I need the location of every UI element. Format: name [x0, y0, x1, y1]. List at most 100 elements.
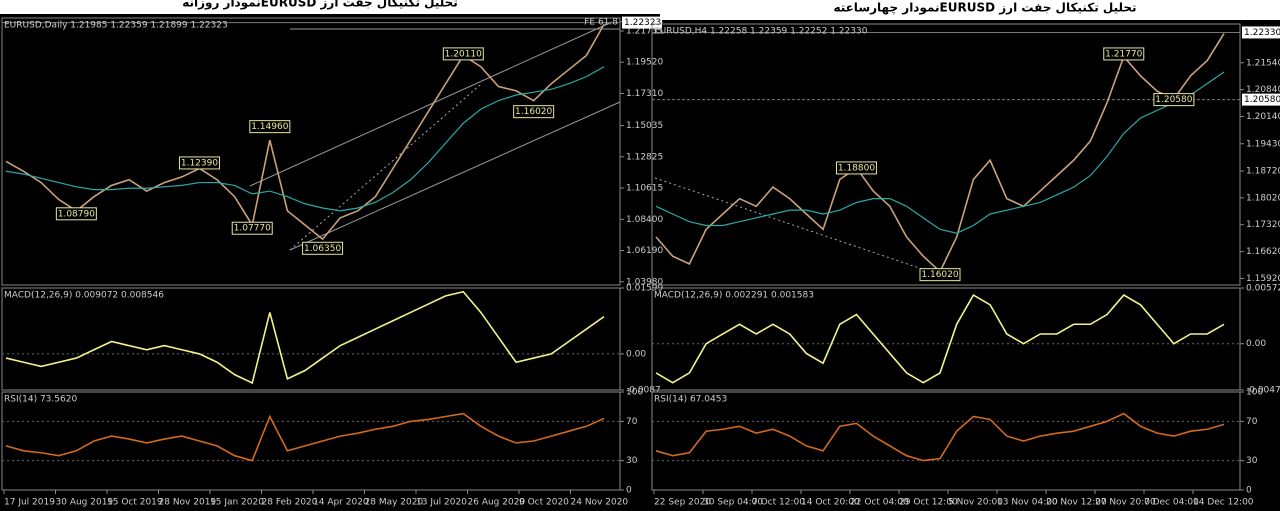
- annotation-box: [1103, 47, 1145, 61]
- annotation-box: [55, 207, 97, 221]
- x-tick-label: 14 Oct 20:00: [801, 498, 860, 508]
- y-tick-label: 1.03980: [626, 277, 663, 287]
- series-line: [5, 66, 605, 212]
- annotation-box: [249, 120, 291, 134]
- panel: [1, 17, 621, 286]
- annotation-box: [1153, 93, 1195, 107]
- annotation-label: 1.07770: [234, 224, 271, 234]
- panel: [651, 287, 1241, 391]
- y-tick-label: 0.005725: [1246, 284, 1280, 294]
- x-tick-label: 7 Oct 12:00: [752, 498, 805, 508]
- y-tick-label: 70: [1246, 417, 1258, 427]
- level-label: 1.20580: [1244, 95, 1280, 105]
- indicator-info: MACD(12,26,9) 0.009072 0.008546: [4, 291, 164, 301]
- y-tick-label: 1.19430: [1246, 139, 1280, 149]
- x-tick-label: 22 Sep 2020: [654, 498, 711, 508]
- left-window: [0, 14, 660, 511]
- y-tick-label: 30: [1246, 456, 1258, 466]
- x-tick-label: 17 Jul 2019: [4, 498, 55, 508]
- indicator-info: MACD(12,26,9) 0.002291 0.001583: [654, 291, 814, 301]
- y-tick-label: 1.19520: [626, 58, 663, 68]
- x-tick-label: 13 Jul 2020: [416, 498, 467, 508]
- channel-line: [289, 101, 621, 251]
- x-tick-label: 20 Nov 12:00: [1046, 498, 1107, 508]
- annotation-label: 1.20110: [445, 49, 482, 59]
- series-line: [5, 412, 605, 462]
- annotation-label: 1.06350: [304, 244, 341, 254]
- panel: [1, 391, 621, 491]
- y-tick-label: 1.12825: [626, 152, 663, 162]
- y-tick-label: 1.16620: [1246, 247, 1280, 257]
- y-tick-label: -0.004755: [1246, 386, 1280, 396]
- x-tick-label: 30 Sep 04:00: [703, 498, 763, 508]
- x-tick-label: 9 Oct 2020: [519, 498, 569, 508]
- annotation-label: 1.16020: [921, 270, 958, 280]
- y-tick-label: 70: [626, 417, 638, 427]
- annotation-box: [231, 221, 273, 235]
- x-tick-label: 27 Nov 20:00: [1095, 498, 1156, 508]
- y-tick-label: 1.18020: [1246, 193, 1280, 203]
- y-tick-label: 1.15920: [1246, 274, 1280, 284]
- x-tick-label: 24 Nov 2020: [571, 498, 629, 508]
- annotation-box: [919, 268, 961, 282]
- x-tick-label: 14 Dec 12:00: [1193, 498, 1254, 508]
- level-box: [1242, 26, 1280, 39]
- x-tick-label: 14 Apr 2020: [313, 498, 369, 508]
- panel: [651, 391, 1241, 491]
- annotation-label: 1.08790: [58, 209, 95, 219]
- y-tick-label: 1.20840: [1246, 85, 1280, 95]
- annotation-label: 1.21770: [1105, 49, 1142, 59]
- y-tick-label: 100: [1246, 388, 1263, 398]
- indicator-info: EURUSD,Daily 1.21985 1.22359 1.21899 1.2…: [4, 21, 228, 31]
- y-tick-label: 0: [1246, 486, 1252, 496]
- annotation-label: 1.16020: [515, 107, 552, 117]
- level-label: 1.22330: [1244, 28, 1280, 38]
- y-tick-label: 1.17320: [1246, 220, 1280, 230]
- y-tick-label: 1.15035: [626, 121, 663, 131]
- series-line: [655, 71, 1225, 234]
- x-tick-label: 28 Nov 2019: [159, 498, 217, 508]
- x-tick-label: 7 Dec 04:00: [1144, 498, 1199, 508]
- annotation-label: 1.12390: [181, 158, 218, 168]
- annotation-box: [835, 161, 877, 175]
- y-tick-label: 1.20140: [1246, 112, 1280, 122]
- y-tick-label: -0.0087: [626, 386, 661, 396]
- x-tick-label: 28 Feb 2020: [262, 498, 318, 508]
- y-tick-label: 0.00: [1246, 339, 1266, 349]
- y-tick-label: 1.21735: [626, 26, 663, 36]
- annotation-box: [513, 105, 555, 119]
- indicator-info: RSI(14) 73.5620: [4, 395, 77, 405]
- annotation-box: [302, 241, 344, 255]
- y-tick-label: 100: [626, 388, 643, 398]
- heading: تحلیل تکنیکال جفت ارز EURUSDنمودار روزان…: [182, 0, 458, 11]
- level-label: 1.22323: [624, 18, 661, 28]
- y-tick-label: 1.10615: [626, 184, 663, 194]
- y-tick-label: 1.06190: [626, 246, 663, 256]
- indicator-info: RSI(14) 67.0453: [654, 395, 727, 405]
- channel-line: [249, 21, 613, 187]
- panel: [1, 287, 621, 391]
- level-box: [1242, 93, 1280, 106]
- trend-dotted: [289, 84, 481, 251]
- x-tick-label: 13 Nov 04:00: [997, 498, 1058, 508]
- annotation-box: [178, 156, 220, 170]
- y-tick-label: 1.18720: [1246, 167, 1280, 177]
- y-tick-label: 1.08400: [626, 215, 663, 225]
- annotation-label: 1.18800: [838, 163, 875, 173]
- annotation-label: 1.14960: [251, 122, 288, 132]
- x-tick-label: 28 May 2020: [365, 498, 424, 508]
- y-tick-label: 0.00: [626, 349, 646, 359]
- y-tick-label: 30: [626, 456, 638, 466]
- panel: [651, 23, 1241, 286]
- x-tick-label: 30 Aug 2019: [56, 498, 114, 508]
- x-tick-label: 26 Aug 2020: [468, 498, 526, 508]
- series-line: [655, 412, 1225, 462]
- x-tick-label: 22 Oct 04:00: [850, 498, 909, 508]
- series-line: [655, 293, 1225, 384]
- y-tick-label: 1.21540: [1246, 58, 1280, 68]
- y-tick-label: 0: [626, 486, 632, 496]
- x-tick-label: 15 Jan 2020: [210, 498, 264, 508]
- heading: تحلیل تکنیکال جفت ارز EURUSDنمودار چهارس…: [833, 1, 1136, 16]
